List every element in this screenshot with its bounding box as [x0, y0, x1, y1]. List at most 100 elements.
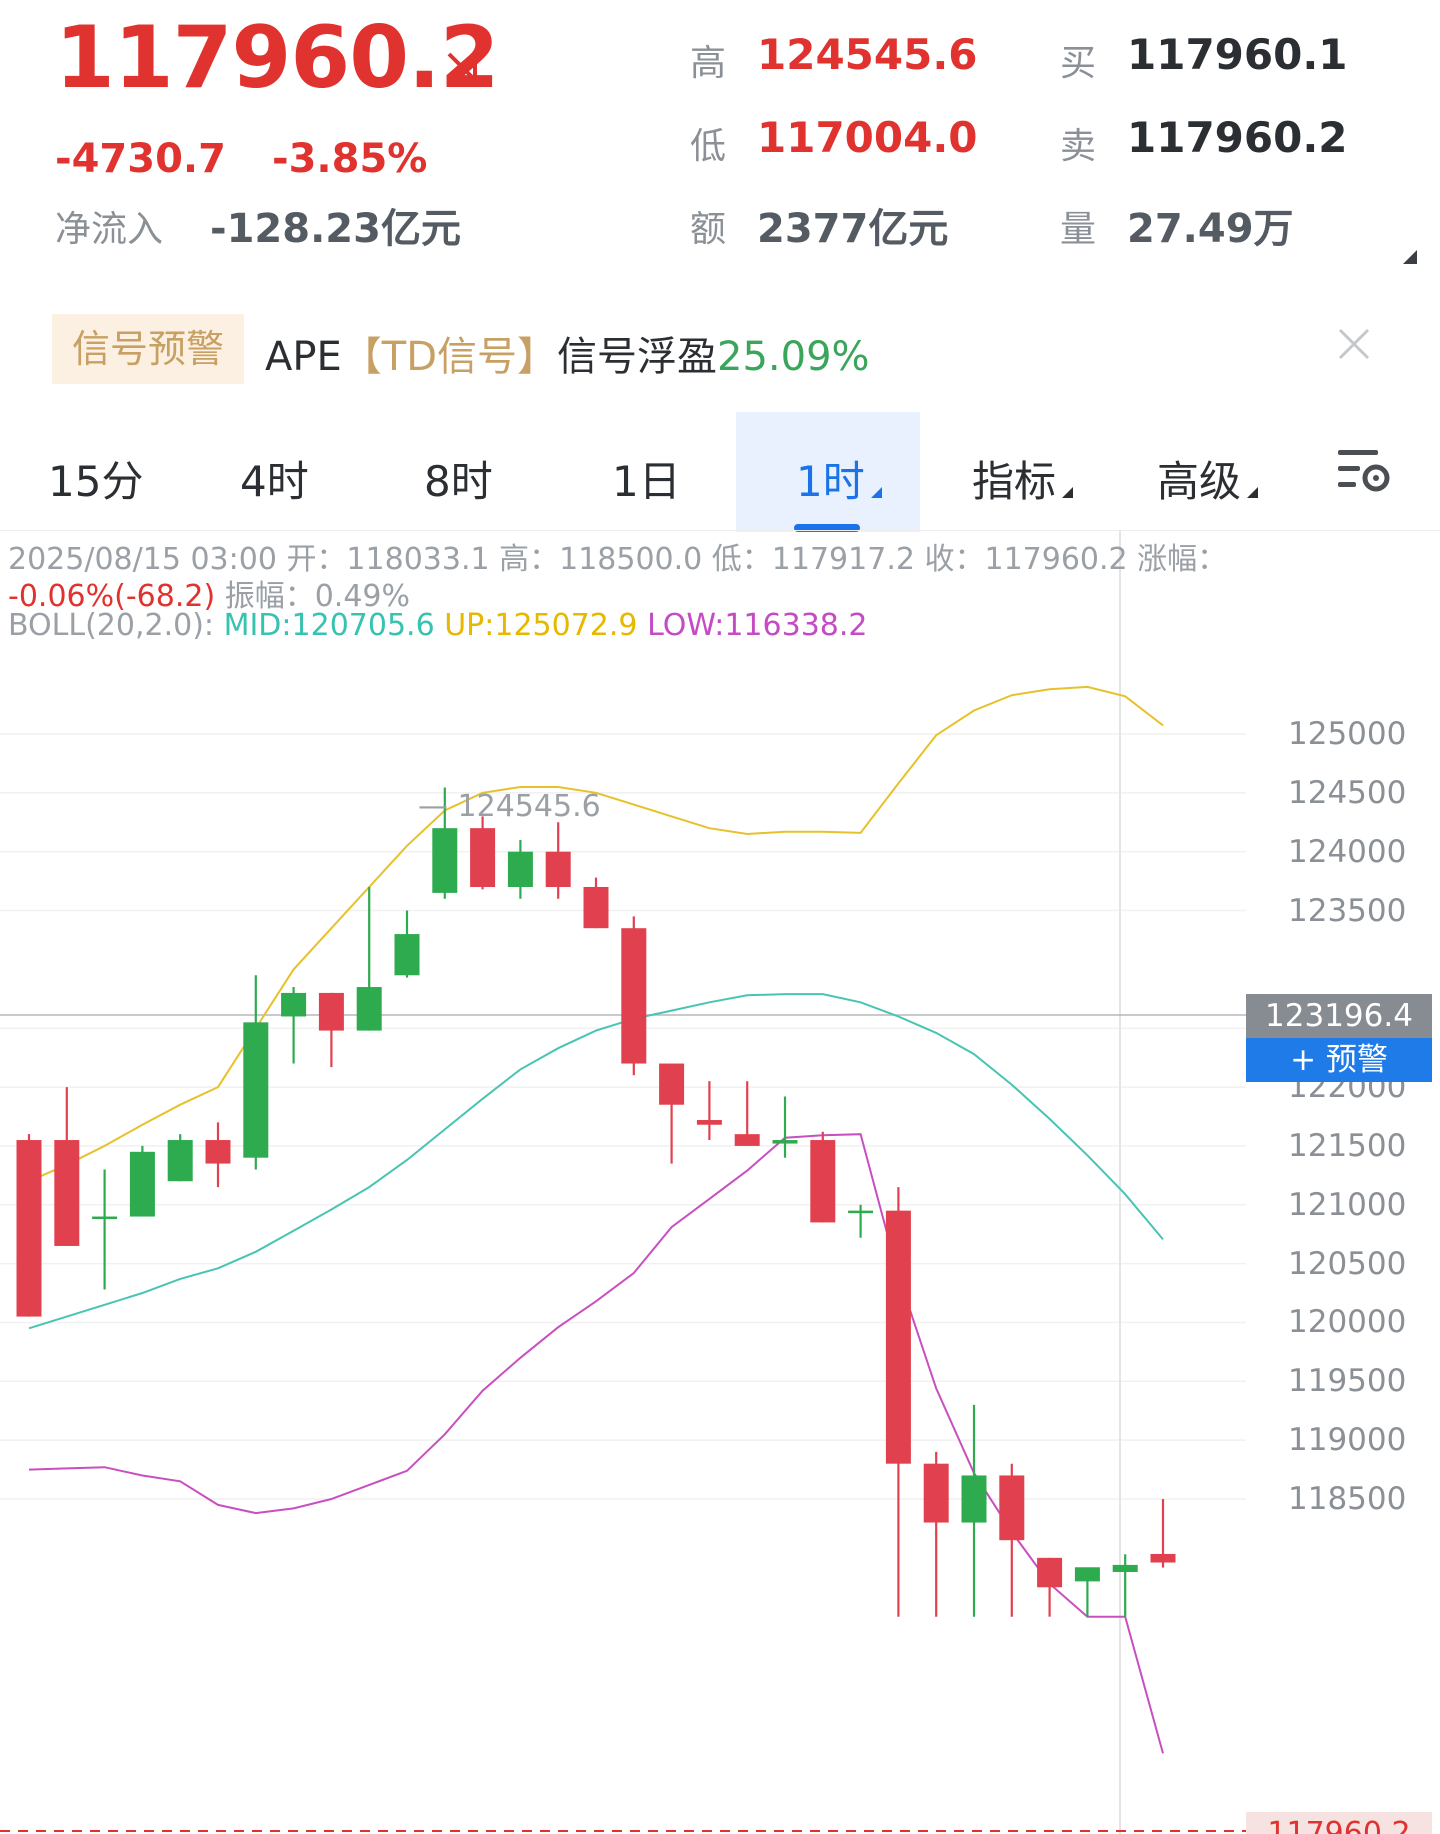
candle-body: [885, 1210, 911, 1464]
candle-body: [432, 828, 458, 893]
candle: [356, 887, 382, 1031]
candle: [54, 1087, 80, 1246]
candle-body: [243, 1022, 269, 1158]
price-tick-label: 125000: [1288, 716, 1407, 752]
chart-settings-icon[interactable]: [1336, 446, 1394, 502]
close-icon[interactable]: [1336, 326, 1372, 366]
tab-15m[interactable]: 15分: [48, 457, 144, 506]
tab-indicators[interactable]: 指标: [972, 448, 1074, 509]
candle-body: [356, 987, 382, 1031]
amount-label: 额: [690, 209, 727, 250]
price-tick-label: 120500: [1288, 1245, 1407, 1282]
boll-lower-line: [28, 1133, 1164, 1754]
candle: [923, 1451, 949, 1617]
candle-body: [696, 1120, 722, 1125]
candle-body: [923, 1463, 949, 1523]
candle: [961, 1404, 987, 1617]
candle: [696, 1081, 722, 1141]
candle: [167, 1134, 193, 1182]
candle-body: [734, 1134, 760, 1146]
price-change: -4730.7: [55, 136, 226, 182]
candle-body: [772, 1140, 798, 1144]
price-tick-label: 119000: [1288, 1422, 1407, 1459]
candle-body: [92, 1216, 118, 1220]
last-price-label-text: 117960.2: [1267, 1816, 1411, 1834]
tab-1d[interactable]: 1日: [612, 457, 681, 506]
boll-middle-line: [28, 993, 1164, 1330]
candle: [583, 877, 609, 929]
boll-info-line: BOLL(20,2.0): MID:120705.6 UP:125072.9 L…: [8, 608, 868, 643]
price-tick-label: 121000: [1288, 1186, 1407, 1223]
signal-alert-badge[interactable]: 信号预警: [52, 314, 244, 384]
candle-body: [318, 992, 344, 1031]
candle: [129, 1145, 155, 1217]
candle: [885, 1187, 911, 1617]
sell-value: 117960.2: [1127, 113, 1348, 162]
price-tick-label: 118500: [1288, 1481, 1407, 1517]
candle-body: [659, 1063, 685, 1105]
peak-price-label: — 124545.6: [418, 789, 601, 824]
candlestick-chart[interactable]: [0, 531, 1440, 1834]
candle: [394, 910, 420, 978]
tab-active-background: [736, 412, 920, 532]
buy-label: 买: [1060, 43, 1097, 84]
tab-advanced[interactable]: 高级: [1157, 448, 1259, 509]
candle-body: [1037, 1557, 1063, 1588]
candle-body: [507, 851, 533, 887]
net-inflow-value: -128.23亿元: [210, 206, 461, 252]
price-tick-label: 120000: [1288, 1304, 1407, 1341]
last-price-label: 117960.2: [1246, 1812, 1432, 1834]
candle-body: [54, 1140, 80, 1246]
candle: [1150, 1499, 1176, 1568]
tab-4h[interactable]: 4时: [240, 457, 309, 506]
low-label: 低: [690, 126, 727, 167]
signal-float-value: 25.09%: [717, 334, 870, 380]
boll-up: UP:125072.9: [444, 608, 638, 643]
ohlc-amplitude: 振幅：0.49%: [215, 579, 411, 614]
net-inflow-label: 净流入: [55, 209, 164, 250]
price-tick-label: 124500: [1288, 774, 1407, 811]
candle: [318, 992, 344, 1068]
candle: [1037, 1557, 1063, 1617]
candle-body: [1074, 1567, 1100, 1582]
tabs-divider: [0, 530, 1440, 531]
candle: [432, 787, 458, 899]
candle: [659, 1063, 685, 1164]
amount-value: 2377亿元: [757, 206, 949, 252]
candle: [810, 1131, 836, 1223]
boll-upper-line: [28, 685, 1164, 1183]
candle-body: [545, 851, 571, 887]
ohlc-info-line2: -0.06%(-68.2) 振幅：0.49%: [8, 571, 410, 615]
price-tick-label: 119500: [1288, 1363, 1407, 1400]
boll-mid: MID:120705.6: [223, 608, 435, 643]
signal-text[interactable]: APE【TD信号】信号浮盈25.09%: [265, 324, 870, 382]
candle-body: [621, 928, 647, 1064]
dropdown-triangle-icon: [870, 487, 882, 498]
candle: [734, 1081, 760, 1146]
tab-advanced-label: 高级: [1157, 457, 1242, 506]
peak-price-value: 124545.6: [457, 789, 601, 824]
candle-body: [999, 1475, 1025, 1541]
candle-body: [394, 934, 420, 976]
candle: [507, 839, 533, 899]
tab-1h[interactable]: 1时: [796, 448, 882, 509]
volume-value: 27.49万: [1127, 206, 1294, 252]
add-alert-button[interactable]: + 预警: [1246, 1038, 1432, 1082]
tab-8h[interactable]: 8时: [424, 457, 493, 506]
arrow-down-right-icon: [445, 50, 481, 90]
candle: [92, 1169, 118, 1290]
ohlc-change: -0.06%(-68.2): [8, 579, 216, 614]
candle-body: [810, 1140, 836, 1223]
tab-1h-label: 1时: [796, 457, 865, 506]
high-label: 高: [690, 43, 727, 84]
expand-corner-icon[interactable]: [1403, 250, 1417, 264]
low-value: 117004.0: [757, 113, 978, 162]
active-tab-indicator: [794, 524, 860, 532]
candle: [243, 975, 269, 1170]
dropdown-triangle-icon: [1062, 487, 1074, 498]
candle-body: [1150, 1553, 1176, 1563]
candle-body: [583, 887, 609, 929]
boll-low: LOW:116338.2: [647, 608, 868, 643]
candle: [281, 987, 307, 1064]
crosshair-price-label: 123196.4: [1246, 994, 1432, 1038]
